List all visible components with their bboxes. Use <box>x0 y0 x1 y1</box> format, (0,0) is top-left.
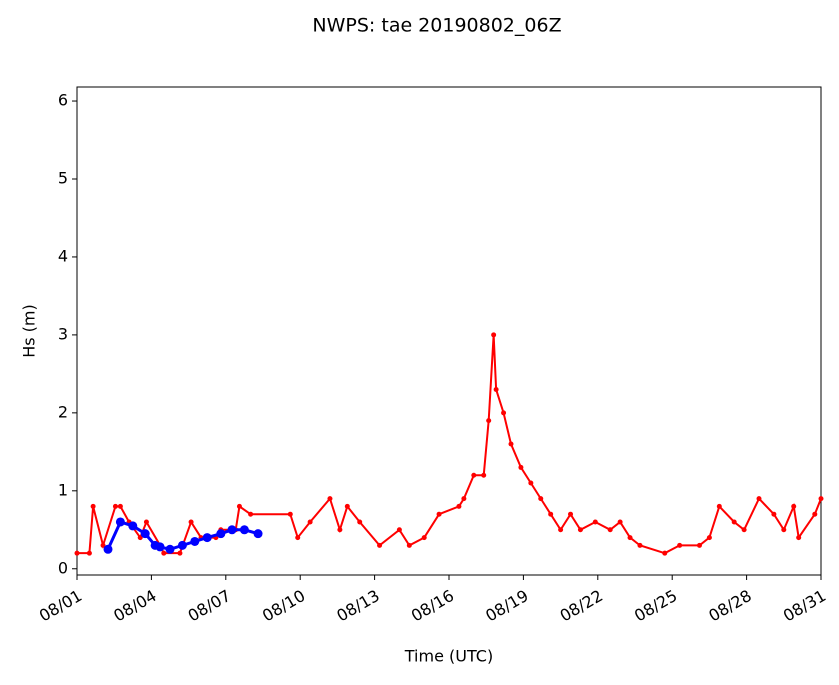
data-point <box>239 525 249 535</box>
y-tick-label: 3 <box>58 324 68 343</box>
data-point <box>100 542 106 548</box>
data-point <box>227 525 237 535</box>
y-tick-label: 6 <box>58 91 68 110</box>
x-tick-label: 08/31 <box>780 586 829 626</box>
data-point <box>140 529 150 539</box>
x-tick-label: 08/10 <box>259 586 308 626</box>
data-point <box>236 503 242 509</box>
x-tick-label: 08/19 <box>482 586 531 626</box>
data-point <box>188 519 194 525</box>
data-point <box>607 527 613 533</box>
data-point <box>791 503 797 509</box>
x-tick-label: 08/07 <box>185 586 234 626</box>
chart-title: NWPS: tae 20190802_06Z <box>312 15 561 37</box>
data-point <box>592 519 598 525</box>
series-line <box>77 334 822 555</box>
data-point <box>253 529 263 539</box>
y-tick-label: 0 <box>58 558 68 577</box>
data-point <box>377 542 383 548</box>
data-point <box>812 511 818 517</box>
data-point <box>471 472 477 478</box>
data-point <box>508 441 514 447</box>
data-point <box>696 542 702 548</box>
data-point <box>137 535 143 541</box>
x-axis-label: Time (UTC) <box>404 647 493 666</box>
x-tick-label: 08/16 <box>408 586 457 626</box>
y-tick-label: 2 <box>58 402 68 421</box>
data-point <box>344 503 350 509</box>
data-point <box>771 511 777 517</box>
y-tick-label: 4 <box>58 246 68 265</box>
data-point <box>216 529 226 539</box>
data-point <box>103 544 113 554</box>
data-point <box>436 511 442 517</box>
x-tick-label: 08/13 <box>333 586 382 626</box>
data-point <box>518 464 524 470</box>
data-point <box>486 418 492 424</box>
data-point <box>627 535 633 541</box>
data-point <box>128 521 138 531</box>
data-point <box>548 511 554 517</box>
data-point <box>617 519 623 525</box>
data-point <box>112 503 118 509</box>
data-point <box>396 527 402 533</box>
data-point <box>337 527 343 533</box>
data-point <box>248 511 254 517</box>
data-point <box>456 503 462 509</box>
data-point <box>461 496 467 502</box>
data-point <box>677 542 683 548</box>
x-tick-label: 08/28 <box>705 586 754 626</box>
data-point <box>796 535 802 541</box>
data-point <box>327 496 333 502</box>
data-point <box>287 511 293 517</box>
y-tick-label: 1 <box>58 480 68 499</box>
y-axis-label: Hs (m) <box>20 304 39 358</box>
data-point <box>90 503 96 509</box>
data-point <box>756 496 762 502</box>
data-point <box>406 542 412 548</box>
data-point <box>161 550 167 556</box>
data-point <box>165 544 175 554</box>
data-point <box>818 496 824 502</box>
data-point <box>528 480 534 486</box>
data-point <box>716 503 722 509</box>
data-point <box>143 519 149 525</box>
data-point <box>558 527 564 533</box>
data-point <box>662 550 668 556</box>
data-point <box>741 527 747 533</box>
plot-area <box>76 86 822 576</box>
data-point <box>491 332 497 338</box>
x-tick-label: 08/22 <box>557 586 606 626</box>
data-point <box>493 386 499 392</box>
data-point <box>115 517 125 527</box>
data-point <box>501 410 507 416</box>
x-tick-label: 08/04 <box>110 586 159 626</box>
data-point <box>731 519 737 525</box>
data-point <box>357 519 363 525</box>
data-point <box>177 540 187 550</box>
data-point <box>706 535 712 541</box>
y-tick-label: 5 <box>58 168 68 187</box>
data-point <box>421 535 427 541</box>
data-point <box>637 542 643 548</box>
data-point <box>307 519 313 525</box>
data-point <box>202 533 212 543</box>
data-point <box>177 550 183 556</box>
data-point <box>568 511 574 517</box>
x-tick-label: 08/25 <box>631 586 680 626</box>
x-tick-label: 08/01 <box>36 586 85 626</box>
data-point <box>86 550 92 556</box>
data-point <box>190 536 200 546</box>
data-point <box>74 550 80 556</box>
data-point <box>481 472 487 478</box>
data-point <box>577 527 583 533</box>
data-point <box>295 535 301 541</box>
data-point <box>781 527 787 533</box>
data-point <box>155 542 165 552</box>
data-point <box>538 496 544 502</box>
data-point <box>117 503 123 509</box>
